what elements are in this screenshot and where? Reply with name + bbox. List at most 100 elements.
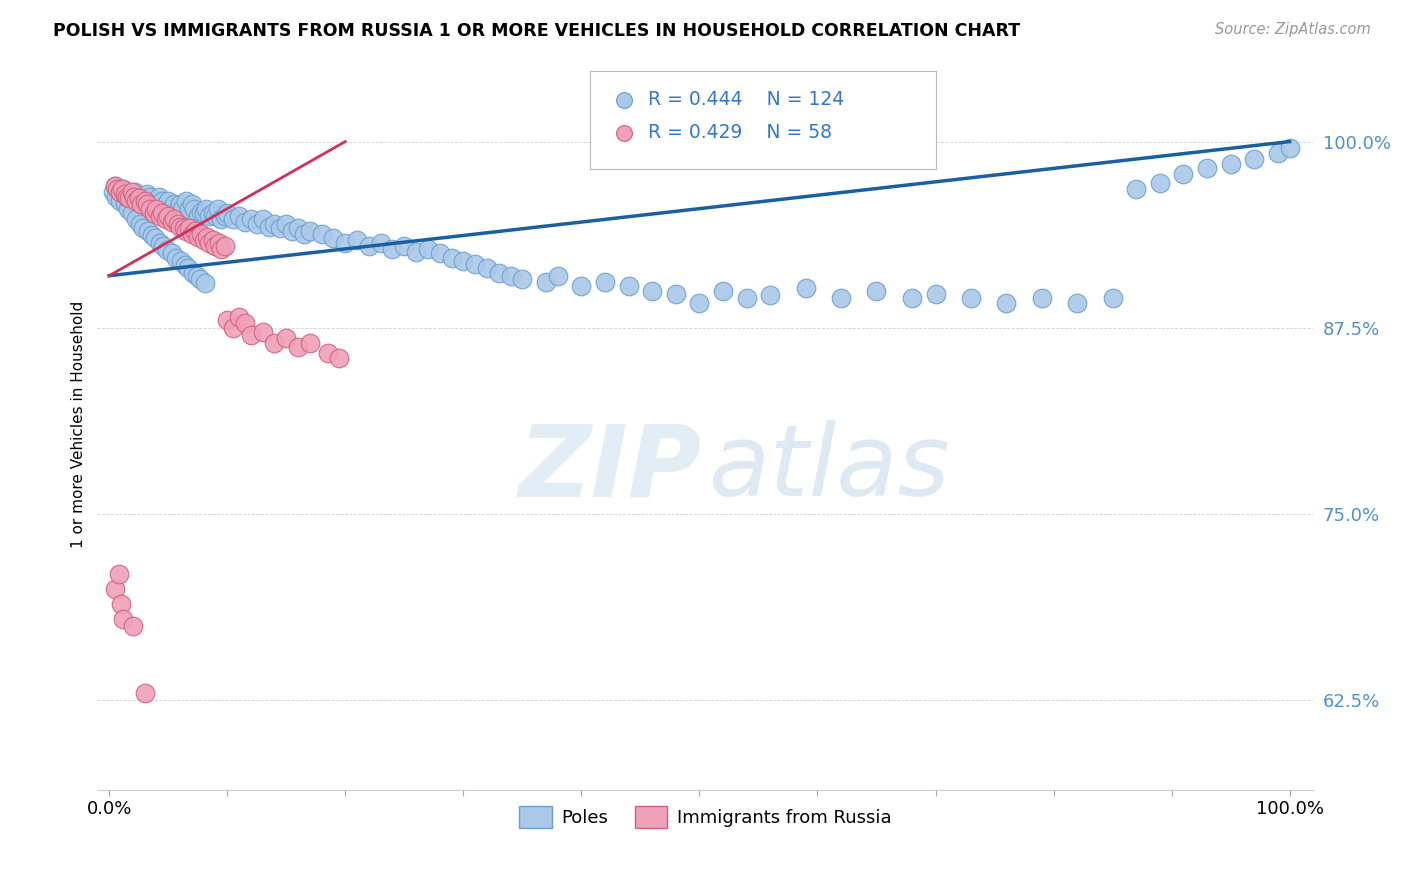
Point [960, 291, 983, 305]
Point [136, 197, 159, 211]
Point [155, 212, 177, 227]
Point [759, 288, 782, 302]
Point [163, 212, 186, 227]
Point [112, 182, 135, 196]
Point [214, 209, 236, 223]
Point [617, 279, 640, 293]
Point [170, 253, 193, 268]
Point [1278, 140, 1301, 154]
Point [125, 194, 148, 209]
Point [128, 217, 150, 231]
Point [128, 191, 150, 205]
Point [181, 266, 204, 280]
Point [292, 227, 315, 241]
Point [499, 268, 522, 283]
Point [117, 202, 139, 216]
Y-axis label: 1 or more Vehicles in Household: 1 or more Vehicles in Household [72, 301, 86, 549]
Point [263, 217, 285, 231]
Point [198, 235, 221, 250]
Point [287, 340, 309, 354]
Point [105, 190, 128, 204]
Legend: Poles, Immigrants from Russia: Poles, Immigrants from Russia [512, 799, 898, 836]
Point [233, 317, 256, 331]
Text: R = 0.444    N = 124: R = 0.444 N = 124 [648, 90, 845, 109]
Point [108, 186, 131, 200]
Point [995, 295, 1018, 310]
Point [711, 284, 734, 298]
Point [269, 221, 291, 235]
Text: POLISH VS IMMIGRANTS FROM RUSSIA 1 OR MORE VEHICLES IN HOUSEHOLD CORRELATION CHA: POLISH VS IMMIGRANTS FROM RUSSIA 1 OR MO… [53, 22, 1021, 40]
Point [287, 221, 309, 235]
Point [464, 257, 486, 271]
Point [128, 190, 150, 204]
Point [177, 261, 200, 276]
Point [107, 182, 129, 196]
Point [202, 206, 225, 220]
Point [202, 233, 225, 247]
Text: atlas: atlas [709, 420, 950, 517]
Point [209, 212, 232, 227]
Point [187, 209, 209, 223]
Point [228, 310, 250, 325]
Point [156, 244, 179, 258]
Point [111, 182, 134, 196]
Point [1031, 291, 1053, 305]
Point [194, 202, 217, 216]
Point [370, 235, 392, 250]
Point [609, 284, 631, 298]
Point [688, 295, 710, 310]
Point [276, 217, 298, 231]
Point [735, 291, 758, 305]
Point [1173, 167, 1195, 181]
Point [298, 335, 321, 350]
Point [115, 186, 138, 201]
Point [276, 331, 298, 345]
Point [193, 206, 215, 220]
Point [173, 221, 195, 235]
Point [143, 194, 166, 209]
Point [139, 202, 162, 216]
Point [132, 221, 155, 235]
Point [1125, 182, 1147, 196]
Point [198, 209, 221, 223]
Point [475, 261, 498, 276]
Point [440, 251, 463, 265]
Point [157, 194, 180, 209]
Point [252, 212, 274, 227]
Point [534, 275, 557, 289]
Point [188, 271, 211, 285]
Point [145, 197, 167, 211]
Point [335, 235, 357, 250]
Point [143, 231, 166, 245]
Point [394, 239, 416, 253]
Point [136, 186, 159, 201]
Point [222, 321, 245, 335]
Point [1219, 157, 1241, 171]
Point [114, 186, 136, 201]
Point [180, 227, 202, 241]
Point [1195, 161, 1218, 176]
Point [160, 215, 183, 229]
Point [129, 197, 152, 211]
Point [204, 209, 226, 223]
Point [179, 221, 201, 235]
Point [830, 291, 852, 305]
Point [124, 186, 146, 200]
Point [665, 286, 688, 301]
Point [172, 202, 194, 216]
Point [141, 228, 163, 243]
Point [1243, 153, 1265, 167]
Point [208, 235, 231, 250]
Point [1267, 146, 1289, 161]
Point [112, 611, 135, 625]
Point [159, 202, 181, 216]
Point [217, 206, 239, 220]
Point [228, 209, 250, 223]
Point [104, 582, 127, 596]
Point [263, 335, 285, 350]
Point [149, 235, 172, 250]
Point [166, 202, 188, 216]
Point [169, 197, 191, 211]
Point [1149, 177, 1171, 191]
Point [239, 212, 262, 227]
